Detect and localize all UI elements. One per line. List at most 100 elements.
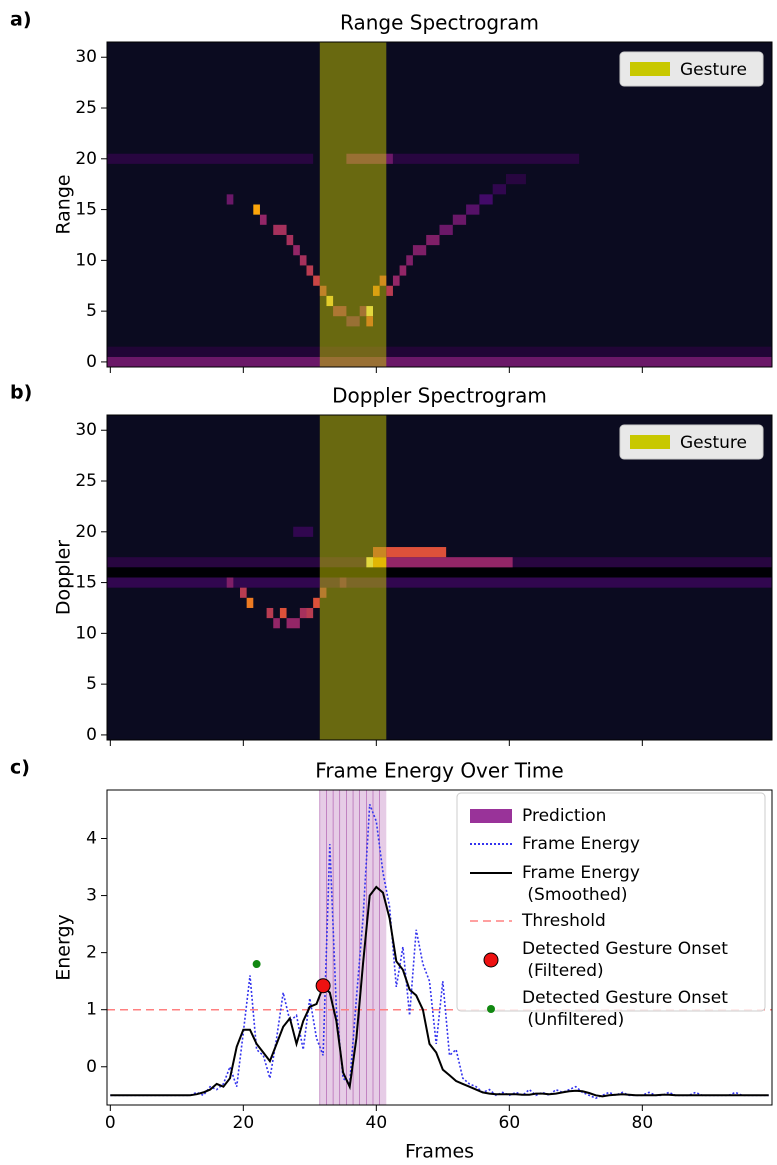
legend-swatch bbox=[470, 809, 512, 823]
y-tick-label: 25 bbox=[75, 471, 97, 491]
y-tick-label: 10 bbox=[75, 623, 97, 643]
heatmap-cell bbox=[107, 567, 772, 578]
plot-area bbox=[107, 790, 772, 1105]
x-tick-label: 80 bbox=[632, 1113, 654, 1133]
gesture-span bbox=[319, 42, 387, 367]
y-tick-label: 0 bbox=[86, 725, 97, 745]
heatmap-cell bbox=[306, 265, 314, 276]
axes-frame bbox=[106, 41, 773, 368]
heatmap-cell bbox=[306, 607, 314, 619]
chart-title: Frame Energy Over Time bbox=[315, 759, 563, 783]
heatmap-cell bbox=[386, 547, 447, 558]
y-tick-label: 0 bbox=[86, 1057, 97, 1077]
heatmap-cell bbox=[492, 184, 506, 195]
heatmap-cell bbox=[107, 153, 314, 164]
heatmap-cell bbox=[259, 214, 267, 225]
panel-label: b) bbox=[10, 382, 32, 404]
gesture-span bbox=[319, 415, 387, 740]
heatmap-cell bbox=[406, 255, 413, 266]
y-tick-label: 10 bbox=[75, 250, 97, 270]
x-tick-label: 0 bbox=[105, 1113, 116, 1133]
heatmap-cell bbox=[399, 265, 407, 276]
heatmap-cell bbox=[246, 597, 254, 608]
y-tick-label: 25 bbox=[75, 98, 97, 118]
legend-label: Threshold bbox=[521, 911, 606, 931]
panel-label: c) bbox=[10, 757, 30, 779]
heatmap-cell bbox=[273, 618, 280, 629]
heatmap-cell bbox=[313, 597, 320, 608]
y-tick-label: 5 bbox=[86, 674, 97, 694]
y-tick-label: 1 bbox=[86, 1000, 97, 1020]
onset-marker bbox=[252, 960, 261, 969]
heatmap-cell bbox=[439, 224, 453, 235]
y-axis-label: Range bbox=[53, 174, 75, 234]
x-tick-label: 20 bbox=[233, 1113, 255, 1133]
y-tick-label: 2 bbox=[86, 943, 97, 963]
legend-box bbox=[456, 792, 766, 1012]
legend-label: Frame Energy (Smoothed) bbox=[522, 863, 640, 905]
y-axis-label: Doppler bbox=[53, 540, 75, 615]
y-tick-label: 15 bbox=[75, 200, 97, 220]
plot-area bbox=[107, 42, 772, 367]
y-tick-label: 15 bbox=[75, 573, 97, 593]
heatmap-cell bbox=[240, 587, 247, 598]
heatmap-cell bbox=[392, 153, 580, 164]
legend-label: Prediction bbox=[522, 806, 606, 826]
series-line bbox=[110, 804, 769, 1100]
heatmap-cell bbox=[506, 174, 526, 185]
y-tick-label: 20 bbox=[75, 522, 97, 542]
y-tick-label: 4 bbox=[86, 829, 97, 849]
heatmap-cell bbox=[299, 255, 307, 266]
series-line bbox=[110, 885, 769, 1098]
y-tick-label: 30 bbox=[75, 420, 97, 440]
heatmap-cell bbox=[392, 275, 400, 286]
legend-swatch bbox=[630, 435, 670, 449]
legend-label: Gesture bbox=[680, 60, 747, 80]
legend-label: Detected Gesture Onset (Unfiltered) bbox=[522, 988, 728, 1030]
legend-box bbox=[619, 51, 764, 87]
y-tick-label: 5 bbox=[86, 301, 97, 321]
heatmap-cell bbox=[286, 234, 294, 246]
heatmap-cell bbox=[253, 204, 260, 215]
axes-frame bbox=[106, 414, 773, 741]
legend-box bbox=[619, 424, 764, 460]
panel-label: a) bbox=[10, 9, 32, 31]
heatmap-cell bbox=[293, 245, 300, 256]
heatmap-cell bbox=[313, 275, 320, 286]
y-axis-label: Energy bbox=[53, 914, 75, 981]
heatmap-cell bbox=[279, 607, 287, 619]
heatmap-cell bbox=[386, 285, 393, 296]
plot-area bbox=[107, 415, 772, 740]
legend-marker bbox=[483, 952, 499, 968]
legend-label: Frame Energy bbox=[522, 834, 640, 854]
heatmap-cell bbox=[107, 356, 772, 367]
onset-marker bbox=[315, 978, 331, 994]
x-axis-label: Frames bbox=[405, 1141, 474, 1163]
heatmap-cell bbox=[107, 577, 772, 588]
y-tick-label: 20 bbox=[75, 149, 97, 169]
y-tick-label: 3 bbox=[86, 886, 97, 906]
x-tick-label: 60 bbox=[499, 1113, 521, 1133]
legend-label: Detected Gesture Onset (Filtered) bbox=[522, 939, 728, 981]
heatmap-cell bbox=[273, 224, 287, 235]
heatmap-cell bbox=[426, 234, 440, 246]
heatmap-cell bbox=[299, 607, 307, 619]
heatmap-cell bbox=[412, 245, 427, 256]
legend-marker bbox=[487, 1005, 495, 1013]
chart-title: Doppler Spectrogram bbox=[332, 384, 547, 408]
heatmap-cell bbox=[286, 618, 300, 629]
legend-swatch bbox=[630, 62, 670, 76]
legend-label: Gesture bbox=[680, 433, 747, 453]
heatmap-cell bbox=[226, 194, 234, 205]
axes-frame bbox=[106, 789, 773, 1106]
heatmap-cell bbox=[107, 346, 772, 357]
chart-title: Range Spectrogram bbox=[340, 11, 539, 35]
x-tick-label: 40 bbox=[366, 1113, 388, 1133]
heatmap-cell bbox=[452, 214, 467, 225]
heatmap-cell bbox=[266, 607, 274, 619]
heatmap-cell bbox=[226, 577, 234, 588]
heatmap-cell bbox=[293, 526, 314, 537]
heatmap-cell bbox=[386, 557, 513, 568]
heatmap-cell bbox=[466, 204, 480, 215]
